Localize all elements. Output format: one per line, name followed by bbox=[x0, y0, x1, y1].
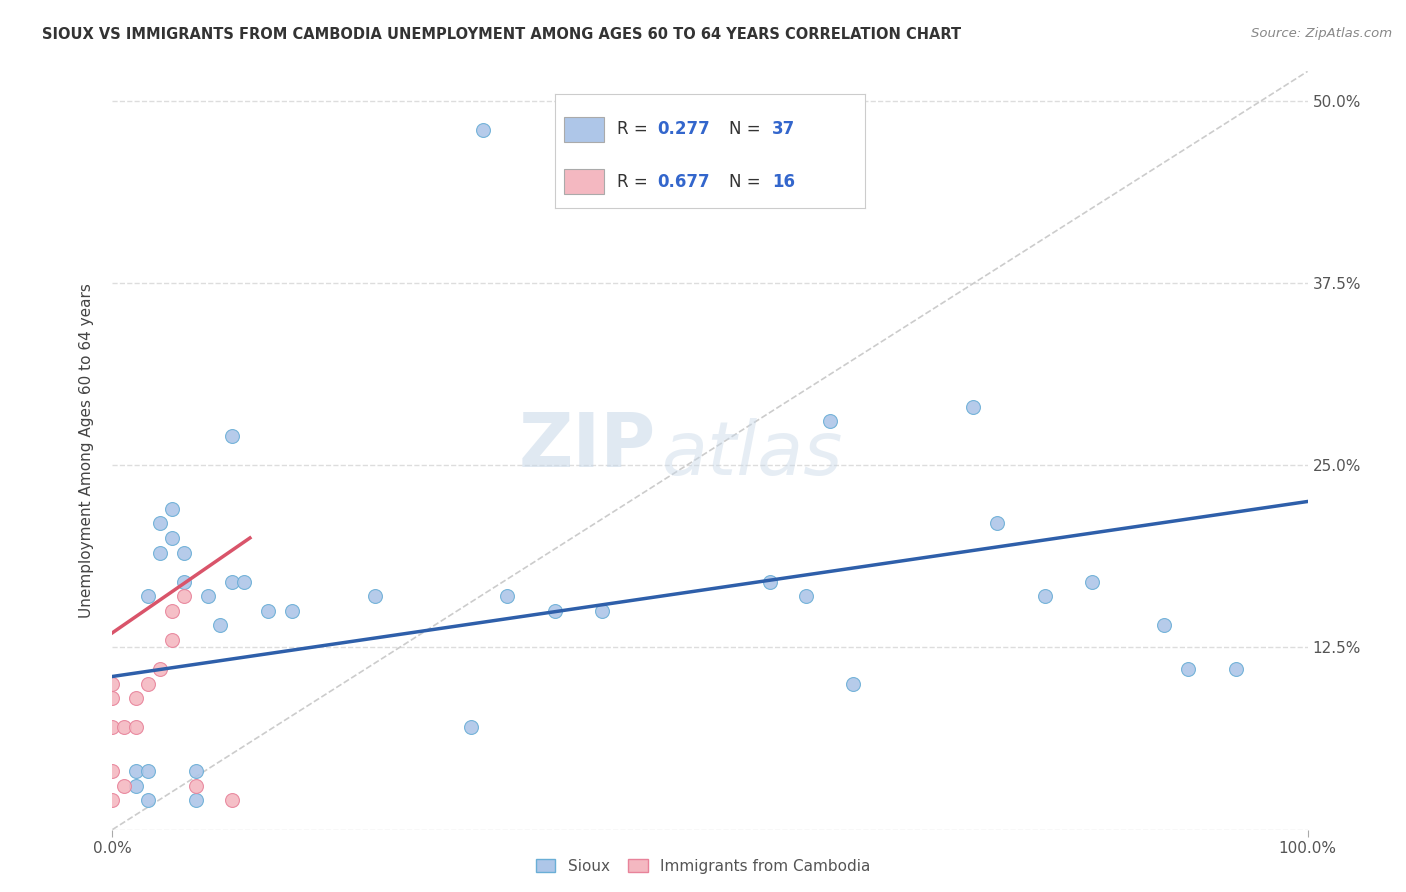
Point bbox=[197, 589, 219, 603]
Point bbox=[114, 721, 135, 735]
Point bbox=[233, 574, 256, 589]
Point bbox=[759, 574, 782, 589]
Point bbox=[162, 633, 183, 648]
Point bbox=[101, 793, 124, 807]
Point bbox=[101, 691, 124, 706]
Point bbox=[1033, 589, 1056, 603]
Point bbox=[125, 779, 148, 793]
Y-axis label: Unemployment Among Ages 60 to 64 years: Unemployment Among Ages 60 to 64 years bbox=[79, 283, 94, 618]
Point bbox=[986, 516, 1008, 531]
Point bbox=[101, 677, 124, 691]
Point bbox=[101, 764, 124, 779]
Point bbox=[257, 604, 280, 618]
Point bbox=[138, 793, 160, 807]
Point bbox=[173, 545, 195, 559]
Text: ZIP: ZIP bbox=[519, 410, 657, 483]
Point bbox=[125, 721, 148, 735]
Point bbox=[125, 691, 148, 706]
Point bbox=[186, 764, 208, 779]
Point bbox=[101, 721, 124, 735]
Point bbox=[472, 122, 495, 136]
Text: Source: ZipAtlas.com: Source: ZipAtlas.com bbox=[1251, 27, 1392, 40]
Text: atlas: atlas bbox=[662, 418, 844, 491]
Point bbox=[1177, 662, 1199, 676]
Point bbox=[364, 589, 387, 603]
Point bbox=[149, 545, 172, 559]
Point bbox=[186, 779, 208, 793]
Point bbox=[460, 721, 482, 735]
Point bbox=[125, 764, 148, 779]
Point bbox=[114, 779, 135, 793]
Point bbox=[281, 604, 304, 618]
Point bbox=[543, 604, 565, 618]
Point bbox=[186, 793, 208, 807]
Point bbox=[592, 604, 614, 618]
Legend: Sioux, Immigrants from Cambodia: Sioux, Immigrants from Cambodia bbox=[530, 853, 876, 880]
Point bbox=[162, 501, 183, 516]
Point bbox=[162, 531, 183, 545]
Text: SIOUX VS IMMIGRANTS FROM CAMBODIA UNEMPLOYMENT AMONG AGES 60 TO 64 YEARS CORRELA: SIOUX VS IMMIGRANTS FROM CAMBODIA UNEMPL… bbox=[42, 27, 962, 42]
Point bbox=[138, 589, 160, 603]
Point bbox=[173, 574, 195, 589]
Point bbox=[221, 793, 243, 807]
Point bbox=[1081, 574, 1104, 589]
Point bbox=[1225, 662, 1247, 676]
Point bbox=[138, 677, 160, 691]
Point bbox=[162, 604, 183, 618]
Point bbox=[794, 589, 817, 603]
Point bbox=[496, 589, 519, 603]
Point bbox=[149, 662, 172, 676]
Point bbox=[149, 516, 172, 531]
Point bbox=[818, 414, 841, 428]
Point bbox=[138, 764, 160, 779]
Point bbox=[221, 574, 243, 589]
Point bbox=[221, 429, 243, 443]
Point bbox=[209, 618, 232, 632]
Point bbox=[842, 677, 865, 691]
Point bbox=[1153, 618, 1175, 632]
Point bbox=[173, 589, 195, 603]
Point bbox=[962, 400, 984, 414]
